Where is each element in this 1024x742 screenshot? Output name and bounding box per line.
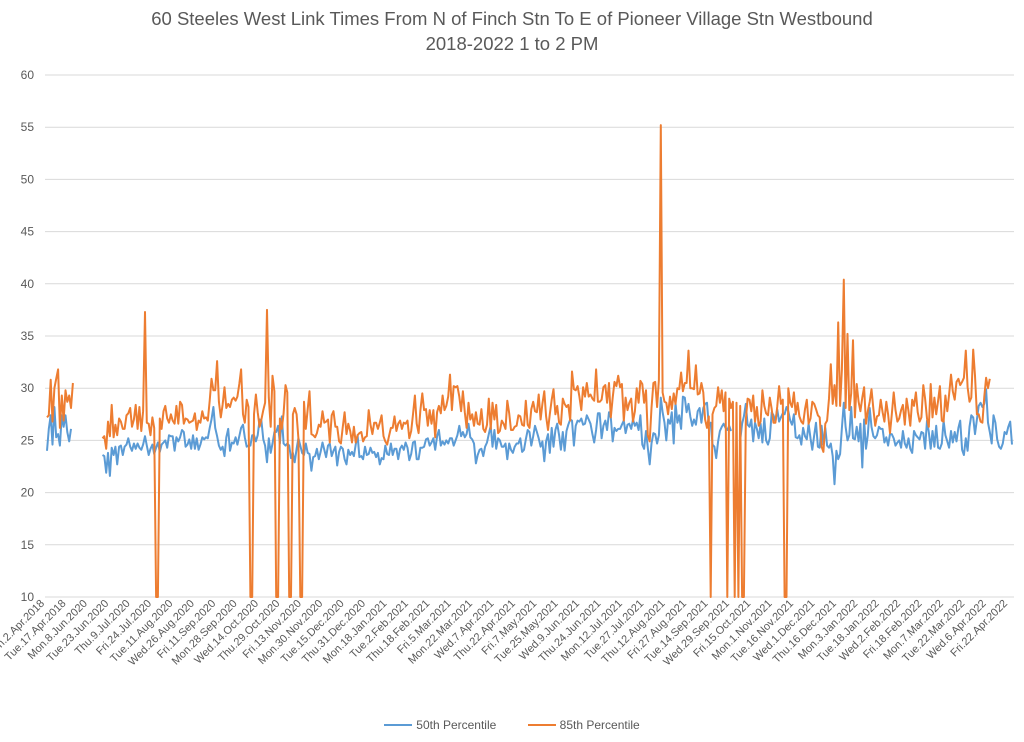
plot-area [46,124,1013,598]
y-tick-label: 35 [21,329,35,343]
legend-item-85th: 85th Percentile [527,718,640,732]
series-line-segment [101,124,991,598]
series-line-segment [739,388,1013,486]
series-50th-percentile [46,388,1013,486]
y-tick-label: 25 [21,433,35,447]
y-tick-label: 15 [21,538,35,552]
legend-label-85th: 85th Percentile [559,718,640,732]
chart-title-line-1: 60 Steeles West Link Times From N of Fin… [151,8,873,29]
y-tick-label: 55 [21,120,35,134]
legend-swatch-85th [527,723,556,726]
series-85th-percentile [46,124,991,598]
legend-label-50th: 50th Percentile [416,718,497,732]
y-tick-label: 10 [21,590,35,604]
legend-item-50th: 50th Percentile [384,718,496,732]
y-tick-label: 30 [21,381,35,395]
y-tick-label: 45 [21,225,35,239]
gridlines [45,74,1014,598]
y-axis: 10 15 20 25 30 35 40 45 50 55 60 [21,68,35,604]
y-tick-label: 20 [21,486,35,500]
series-line-segment [101,395,732,477]
chart-title-line-2: 2018-2022 1 to 2 PM [425,33,599,54]
legend: 50th Percentile 85th Percentile [0,718,1024,732]
y-tick-label: 40 [21,277,35,291]
x-axis: Mon.2.Apr.2018Tue.17.Apr.2018Mon.8.Jun.2… [0,598,1010,669]
chart-title: 60 Steeles West Link Times From N of Fin… [0,6,1024,56]
y-tick-label: 50 [21,172,35,186]
series-line-segment [46,406,72,451]
y-tick-label: 60 [21,68,35,82]
legend-swatch-50th [384,723,413,726]
series-line-segment [46,368,74,429]
